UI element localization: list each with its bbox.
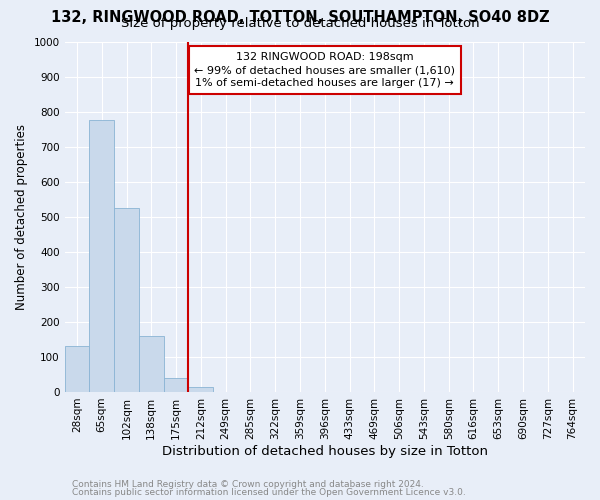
Text: 132 RINGWOOD ROAD: 198sqm
← 99% of detached houses are smaller (1,610)
1% of sem: 132 RINGWOOD ROAD: 198sqm ← 99% of detac… — [194, 52, 455, 88]
Text: 132, RINGWOOD ROAD, TOTTON, SOUTHAMPTON, SO40 8DZ: 132, RINGWOOD ROAD, TOTTON, SOUTHAMPTON,… — [50, 10, 550, 25]
Bar — [114, 208, 139, 392]
Y-axis label: Number of detached properties: Number of detached properties — [15, 124, 28, 310]
Text: Size of property relative to detached houses in Totton: Size of property relative to detached ho… — [121, 18, 479, 30]
Text: Contains public sector information licensed under the Open Government Licence v3: Contains public sector information licen… — [72, 488, 466, 497]
Bar — [188, 386, 213, 392]
Bar — [89, 120, 114, 392]
Bar — [65, 346, 89, 392]
Bar — [164, 378, 188, 392]
X-axis label: Distribution of detached houses by size in Totton: Distribution of detached houses by size … — [162, 444, 488, 458]
Bar — [139, 336, 164, 392]
Text: Contains HM Land Registry data © Crown copyright and database right 2024.: Contains HM Land Registry data © Crown c… — [72, 480, 424, 489]
